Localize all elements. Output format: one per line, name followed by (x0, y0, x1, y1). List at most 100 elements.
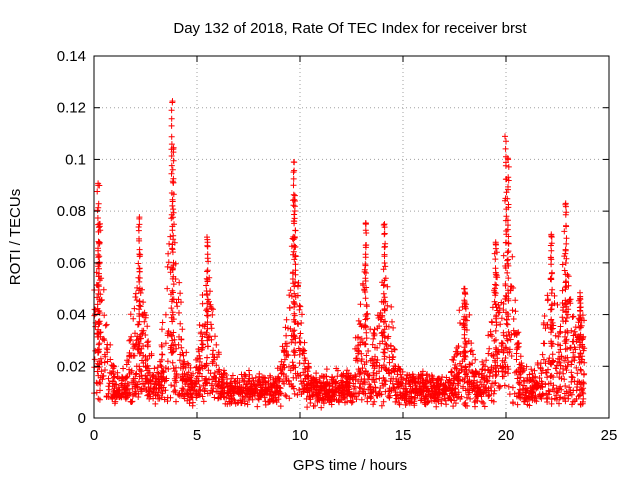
data-point (569, 401, 575, 408)
data-point (566, 384, 573, 391)
data-point (231, 378, 238, 385)
data-point (510, 316, 517, 322)
axis-ticks: 0 5 10 15 20 25 0 0.02 0.04 0.06 0.08 0.1 0.12 0.14 (57, 48, 618, 444)
data-point (249, 375, 256, 382)
peak-streak-point (290, 218, 297, 224)
data-point (397, 394, 404, 401)
data-point (111, 393, 118, 400)
data-point (128, 369, 135, 376)
peak-streak-point (170, 259, 177, 266)
data-point (176, 357, 183, 364)
data-point (353, 393, 360, 400)
data-point (252, 386, 259, 393)
data-point (546, 388, 553, 395)
data-point (180, 352, 187, 359)
data-point (177, 320, 184, 327)
data-point (534, 361, 541, 368)
data-point (356, 370, 363, 377)
data-point (298, 320, 305, 326)
data-point (579, 387, 586, 394)
data-point (568, 374, 575, 381)
data-point (478, 381, 485, 388)
data-point (449, 387, 456, 393)
peak-streak-point (169, 166, 176, 173)
data-point (110, 365, 117, 372)
data-point (160, 374, 167, 381)
data-point (159, 326, 165, 333)
data-point (227, 380, 234, 387)
peak-streak-point (203, 275, 210, 282)
data-point (300, 388, 307, 395)
peak-streak-point (492, 290, 499, 297)
data-point (500, 332, 507, 339)
peak-streak-point (562, 284, 569, 291)
data-point (468, 383, 475, 390)
data-point (506, 346, 513, 353)
data-point (108, 370, 115, 377)
peak-streak-point (362, 278, 369, 284)
data-point (544, 374, 551, 381)
data-point (283, 332, 290, 339)
data-point (210, 306, 216, 313)
data-point (227, 387, 234, 394)
data-point (171, 375, 178, 382)
peak-streak-point (493, 313, 500, 320)
data-point (551, 292, 558, 299)
peak-point (96, 221, 103, 228)
data-point (133, 370, 140, 377)
data-point (333, 365, 340, 372)
peak-streak-point (505, 174, 512, 181)
data-point (494, 307, 501, 314)
data-point (130, 345, 137, 352)
data-point (247, 383, 254, 390)
peak-streak-point (291, 327, 298, 334)
peak-streak-point (492, 301, 499, 308)
peak-streak-point (492, 256, 499, 263)
data-point (537, 365, 544, 372)
peak-streak-point (577, 324, 584, 331)
peak-streak-point (94, 188, 101, 195)
data-point (479, 374, 486, 381)
data-point (159, 319, 166, 326)
peak-streak-point (562, 271, 569, 278)
data-point (146, 387, 152, 394)
data-point (314, 392, 321, 399)
data-point (580, 347, 587, 354)
data-point (277, 385, 284, 392)
data-point (479, 366, 486, 373)
peak-streak-point (505, 201, 512, 208)
data-point (570, 313, 577, 320)
data-point (506, 391, 513, 398)
data-point (130, 375, 137, 382)
data-point (148, 352, 155, 359)
peak-streak-point (95, 247, 102, 254)
peak-streak-point (362, 368, 369, 374)
peak-point (170, 146, 177, 153)
data-point (282, 392, 289, 399)
data-point (426, 373, 433, 380)
peak-streak-point (462, 364, 469, 371)
data-point (506, 332, 513, 338)
data-point (171, 383, 178, 390)
data-point (138, 345, 145, 352)
data-point (382, 378, 389, 385)
data-point (580, 371, 587, 378)
peak-streak-point (563, 240, 570, 247)
peak-streak-point (561, 228, 568, 235)
data-point (400, 385, 407, 392)
peak-streak-point (292, 349, 299, 356)
data-point (436, 391, 443, 398)
data-point (454, 365, 460, 372)
data-point (164, 358, 171, 365)
data-point (120, 365, 127, 372)
peak-streak-point (95, 281, 102, 288)
data-point (556, 369, 563, 376)
peak-streak-point (169, 266, 176, 273)
data-point (390, 324, 397, 331)
data-point (501, 382, 508, 389)
data-point (302, 365, 309, 372)
data-point (203, 380, 209, 387)
data-point (568, 369, 575, 376)
data-point (288, 339, 295, 346)
peak-streak-point (381, 326, 388, 333)
